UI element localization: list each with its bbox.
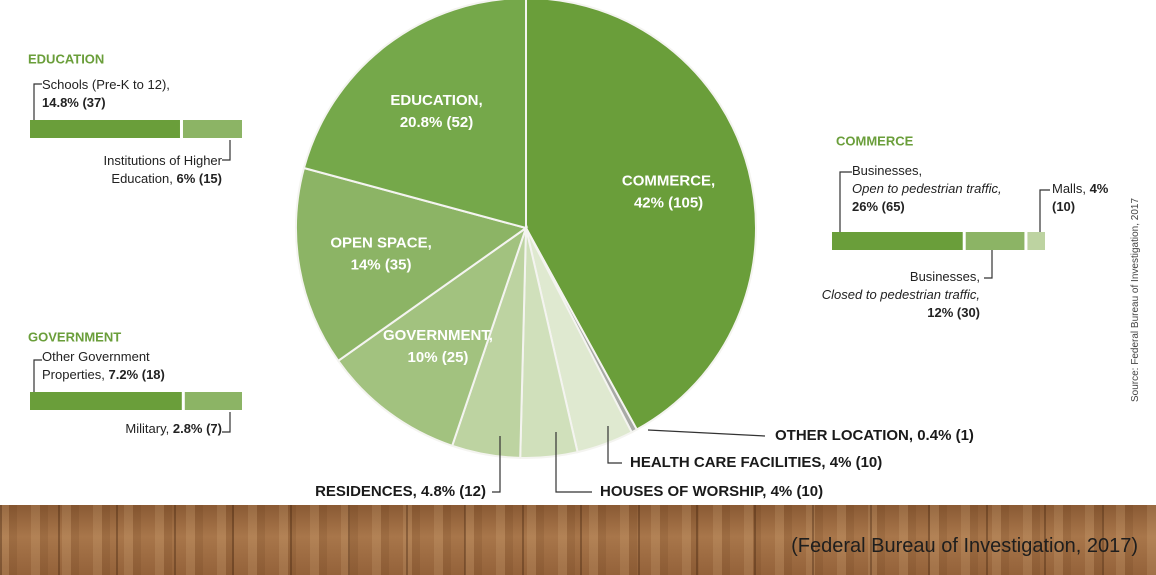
- leader-line: [607, 426, 622, 464]
- slice-value-label: 4% (10): [830, 454, 883, 471]
- item-label: Malls,: [1052, 181, 1086, 196]
- slice-value-label: 14% (35): [351, 257, 412, 274]
- item-label: Businesses,: [909, 269, 980, 284]
- leader-line: [492, 436, 501, 493]
- breakdown-segment: [30, 392, 182, 410]
- breakdown-label: Institutions of Higher Education, 6% (15…: [60, 152, 222, 188]
- item-label: Military,: [125, 421, 170, 436]
- breakdown-segment: [30, 120, 180, 138]
- item-label: Businesses,: [852, 163, 923, 178]
- bracket: [222, 140, 231, 161]
- breakdown-label: Businesses, Closed to pedestrian traffic,…: [790, 268, 980, 322]
- bracket: [33, 359, 42, 394]
- slice-category: HEALTH CARE FACILITIES,: [630, 454, 826, 471]
- slice-category: COMMERCE,: [622, 172, 715, 189]
- bracket: [33, 83, 42, 122]
- breakdown-label: Malls, 4% (10): [1052, 180, 1132, 216]
- pie-slice: [302, 0, 527, 230]
- item-label: Other Government Properties,: [42, 349, 150, 382]
- breakdown-title: EDUCATION: [28, 51, 104, 66]
- breakdown-segment: [832, 232, 963, 250]
- bracket: [222, 412, 231, 433]
- slice-category: OTHER LOCATION,: [775, 427, 913, 444]
- item-label: Institutions of Higher Education,: [103, 153, 222, 186]
- source-note: Source: Federal Bureau of Investigation,…: [1130, 198, 1141, 402]
- slice-category: GOVERNMENT,: [383, 327, 493, 344]
- bracket: [839, 171, 852, 234]
- breakdown-title: GOVERNMENT: [28, 329, 121, 344]
- item-value-label: 4% (10): [1052, 181, 1109, 214]
- bracket: [1039, 189, 1050, 234]
- pie-slice: [336, 225, 528, 448]
- item-value-label: 14.8% (37): [42, 95, 106, 110]
- slice-category: OPEN SPACE,: [330, 235, 431, 252]
- slice-value-label: 10% (25): [408, 349, 469, 366]
- slice-label: RESIDENCES, 4.8% (12): [315, 483, 486, 500]
- breakdown-segment: [965, 232, 1025, 250]
- slice-category: RESIDENCES,: [315, 483, 417, 500]
- breakdown-label: Schools (Pre-K to 12), 14.8% (37): [42, 76, 202, 112]
- slice-label: HOUSES OF WORSHIP, 4% (10): [600, 483, 823, 500]
- brackets: [33, 83, 1050, 433]
- slice-value-label: 4.8% (12): [421, 483, 486, 500]
- breakdown-label: Other Government Properties, 7.2% (18): [42, 348, 212, 384]
- item-value-label: 26% (65): [852, 199, 905, 214]
- pie: [295, 0, 757, 459]
- breakdown-segment: [184, 392, 242, 410]
- slice-label: HEALTH CARE FACILITIES, 4% (10): [630, 454, 882, 471]
- item-note: Open to pedestrian traffic,: [852, 181, 1002, 196]
- footer-citation: (Federal Bureau of Investigation, 2017): [791, 535, 1138, 557]
- item-value-label: 12% (30): [927, 305, 980, 320]
- slice-value-label: 42% (105): [634, 194, 703, 211]
- item-note: Closed to pedestrian traffic,: [821, 287, 980, 302]
- slice-value-label: 4% (10): [771, 483, 824, 500]
- item-value-label: 7.2% (18): [108, 367, 165, 382]
- slice-value-label: 20.8% (52): [400, 114, 473, 131]
- leader-line: [647, 429, 766, 437]
- slice-value-label: 0.4% (1): [917, 427, 974, 444]
- breakdown-label: Businesses, Open to pedestrian traffic, 26…: [852, 162, 1032, 216]
- breakdown-segment: [182, 120, 242, 138]
- item-label: Schools (Pre-K to 12),: [42, 77, 170, 92]
- item-value-label: 2.8% (7): [172, 421, 222, 436]
- pie-slice: [295, 166, 529, 363]
- slice-category: EDUCATION,: [390, 92, 482, 109]
- leader-line: [555, 432, 592, 493]
- slice-label: OTHER LOCATION, 0.4% (1): [775, 427, 974, 444]
- slice-category: HOUSES OF WORSHIP,: [600, 483, 766, 500]
- pie-slice: [525, 0, 757, 431]
- item-value-label: 6% (15): [176, 171, 222, 186]
- bracket: [984, 250, 993, 279]
- breakdown-title: COMMERCE: [836, 133, 914, 148]
- wood-floor: [0, 505, 1156, 575]
- breakdown-segment: [1027, 232, 1045, 250]
- breakdown-label: Military, 2.8% (7): [100, 420, 222, 438]
